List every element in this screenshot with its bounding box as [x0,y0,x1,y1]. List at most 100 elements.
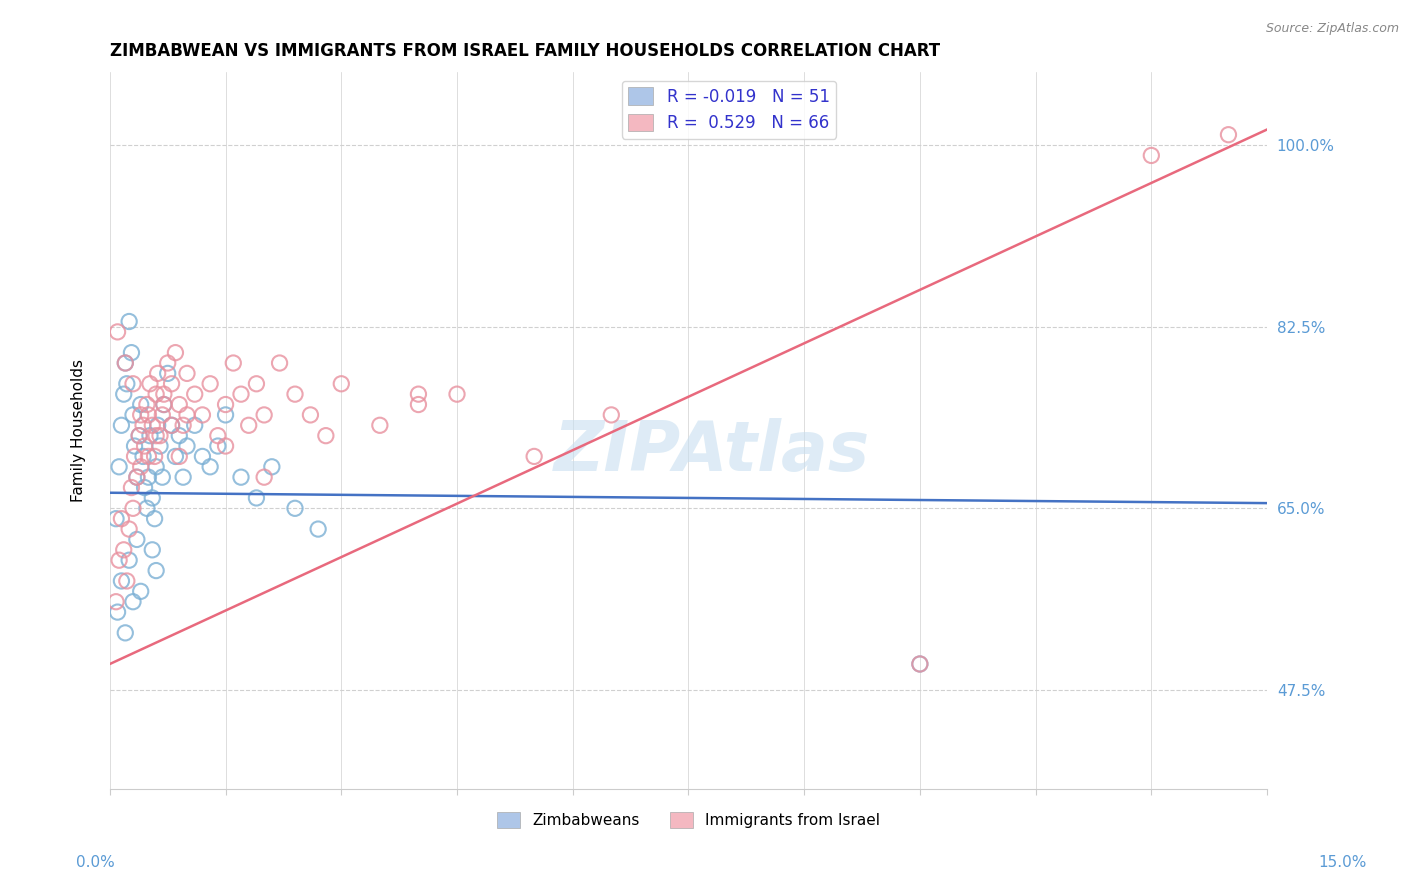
Point [183,418,205,433]
Point [1218,128,1240,142]
Point [176,408,198,422]
Point [105,511,128,525]
Point [145,387,167,401]
Point [141,542,163,557]
Point [191,408,214,422]
Point [253,408,276,422]
Point [128,428,150,442]
Point [118,314,141,328]
Point [110,574,132,588]
Point [141,418,163,433]
Point [214,408,236,422]
Point [122,376,145,391]
Point [135,398,157,412]
Point [1140,148,1163,162]
Point [124,450,146,464]
Point [229,387,252,401]
Point [191,450,214,464]
Point [120,481,142,495]
Point [124,439,146,453]
Point [600,408,623,422]
Point [110,511,132,525]
Point [368,418,391,433]
Point [222,356,245,370]
Point [122,595,145,609]
Point [198,376,221,391]
Point [160,376,183,391]
Point [143,450,166,464]
Point [330,376,353,391]
Point [115,376,138,391]
Point [408,387,430,401]
Point [245,491,267,505]
Point [908,657,931,671]
Point [129,408,152,422]
Point [150,408,173,422]
Point [114,356,136,370]
Point [172,418,194,433]
Point [523,450,546,464]
Point [143,511,166,525]
Point [169,398,191,412]
Point [176,439,198,453]
Point [214,439,236,453]
Point [125,470,148,484]
Point [120,345,142,359]
Point [229,470,252,484]
Point [238,418,260,433]
Point [153,387,176,401]
Point [153,398,176,412]
Point [253,470,276,484]
Point [139,376,162,391]
Point [299,408,322,422]
Point [149,439,172,453]
Point [122,408,145,422]
Point [284,501,307,516]
Point [315,428,337,442]
Point [150,470,173,484]
Point [128,428,150,442]
Point [269,356,291,370]
Point [110,418,132,433]
Point [198,459,221,474]
Point [169,428,191,442]
Point [138,450,160,464]
Point [183,387,205,401]
Point [160,418,183,433]
Point [114,356,136,370]
Point [112,542,135,557]
Point [108,459,131,474]
Point [160,418,183,433]
Point [108,553,131,567]
Point [156,367,179,381]
Point [169,450,191,464]
Text: 0.0%: 0.0% [76,855,115,870]
Point [134,481,156,495]
Point [145,564,167,578]
Point [105,595,128,609]
Point [260,459,283,474]
Point [118,553,141,567]
Point [145,428,167,442]
Point [132,450,155,464]
Point [129,398,152,412]
Point [307,522,329,536]
Point [165,345,187,359]
Text: Source: ZipAtlas.com: Source: ZipAtlas.com [1265,22,1399,36]
Point [118,522,141,536]
Y-axis label: Family Households: Family Households [72,359,86,502]
Point [176,367,198,381]
Point [146,418,169,433]
Legend: Zimbabweans, Immigrants from Israel: Zimbabweans, Immigrants from Israel [491,806,886,835]
Text: ZIPAtlas: ZIPAtlas [554,418,870,485]
Text: 15.0%: 15.0% [1319,855,1367,870]
Point [107,325,129,339]
Point [114,625,136,640]
Point [207,439,229,453]
Point [125,470,148,484]
Point [245,376,267,391]
Point [125,533,148,547]
Point [129,584,152,599]
Point [165,450,187,464]
Point [145,459,167,474]
